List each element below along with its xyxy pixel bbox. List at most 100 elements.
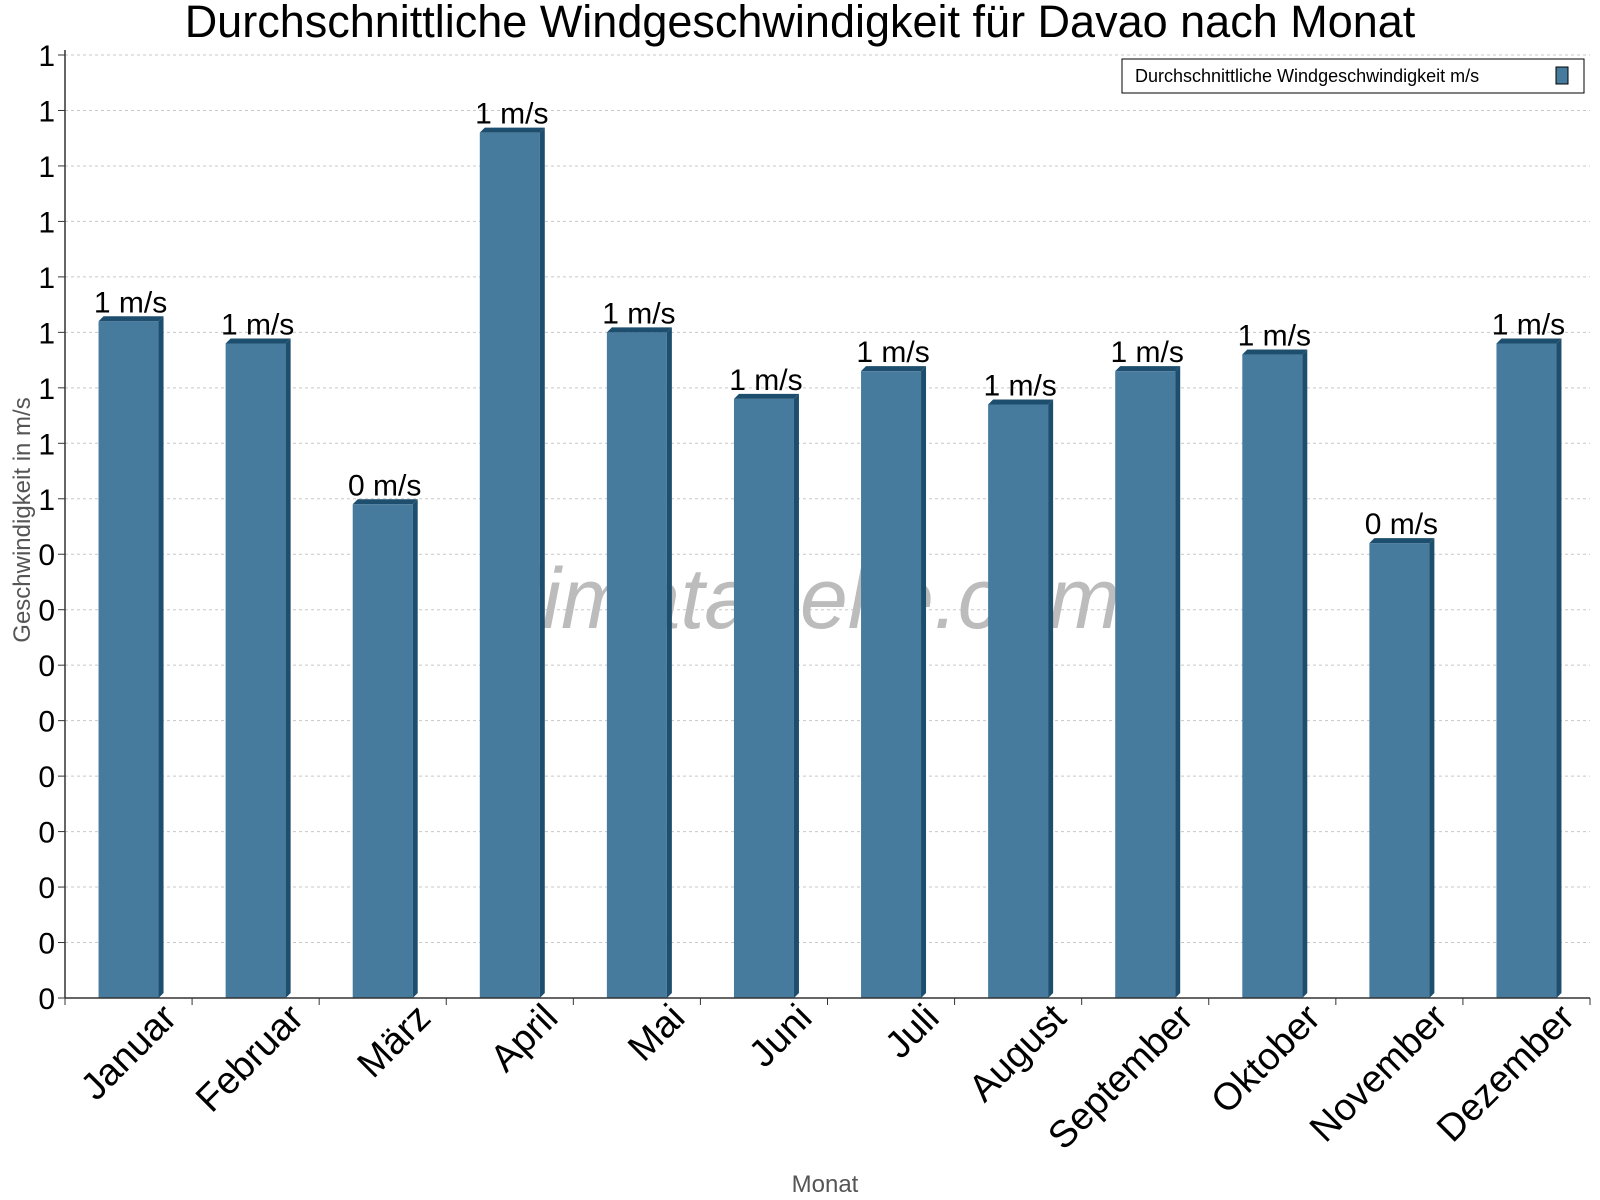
x-tick-label: Mai [620, 997, 693, 1070]
bar-top [1242, 349, 1308, 355]
bar-side [1429, 538, 1435, 998]
x-tick-label: August [961, 996, 1075, 1110]
y-tick-label: 0 [38, 539, 55, 572]
x-tick-label: Dezember [1429, 996, 1583, 1150]
y-tick-label: 0 [38, 595, 55, 628]
bar-top [733, 393, 799, 399]
data-label: 1 m/s [94, 286, 167, 319]
axes [58, 50, 1591, 1005]
bar-august [988, 399, 1054, 998]
y-axis-label: Geschwindigkeit in m/s [9, 397, 36, 642]
bar-februar [225, 338, 291, 999]
bar-september [1115, 366, 1181, 998]
bar-front [861, 371, 922, 998]
data-label: 0 m/s [1365, 508, 1438, 541]
legend-box [1121, 58, 1585, 94]
y-tick-label: 1 [38, 317, 55, 350]
bar-side [1175, 366, 1181, 998]
bar-top [988, 399, 1054, 405]
data-label: 1 m/s [1111, 336, 1184, 369]
y-tick-label: 0 [38, 650, 55, 683]
y-tick-labels: 0 0 0 0 0 0 0 0 0 1 1 1 1 1 1 1 1 1 [38, 40, 55, 1016]
bar-front [1496, 343, 1557, 999]
y-tick-label: 1 [38, 206, 55, 239]
bar-side [158, 316, 164, 999]
data-label: 1 m/s [729, 364, 802, 397]
bar-front [988, 404, 1049, 998]
y-tick-label: 0 [38, 761, 55, 794]
chart-title: Durchschnittliche Windgeschwindigkeit fü… [185, 0, 1416, 47]
x-tick-label: Oktober [1203, 996, 1329, 1122]
bar-top [1369, 538, 1435, 544]
bar-top [479, 127, 545, 133]
bar-side [666, 327, 672, 999]
bar-side [1302, 349, 1308, 999]
y-tick-label: 0 [38, 872, 55, 905]
bar-november [1369, 538, 1435, 998]
x-tick-label: April [483, 997, 566, 1080]
data-label: 0 m/s [348, 469, 421, 502]
bar-side [285, 338, 291, 999]
bar-front [606, 332, 667, 999]
data-label: 1 m/s [1492, 308, 1565, 341]
y-tick-label: 1 [38, 151, 55, 184]
legend-label: Durchschnittliche Windgeschwindigkeit m/… [1135, 66, 1479, 86]
legend-swatch [1555, 66, 1569, 85]
y-tick-label: 1 [38, 262, 55, 295]
bar-front [225, 343, 286, 999]
bar-side [1556, 338, 1562, 999]
x-tick-label: Juni [741, 997, 820, 1076]
y-tick-label: 1 [38, 95, 55, 128]
bar-side [539, 127, 545, 999]
bar-front [1369, 543, 1430, 998]
data-label: 1 m/s [602, 297, 675, 330]
x-tick-label: März [350, 997, 439, 1086]
bar-side [412, 499, 418, 998]
bar-juni [733, 393, 799, 999]
bar-mai [606, 327, 672, 999]
bar-side [921, 366, 927, 998]
x-tick-label: Juli [877, 997, 947, 1067]
bar-front [1242, 354, 1303, 999]
bar-front [1115, 371, 1176, 998]
bar-oktober [1242, 349, 1308, 999]
y-tick-label: 0 [38, 706, 55, 739]
data-label: 1 m/s [856, 336, 929, 369]
bar-top [225, 338, 291, 344]
y-tick-label: 1 [38, 40, 55, 73]
x-tick-label: Februar [188, 996, 312, 1120]
data-label: 1 m/s [221, 308, 294, 341]
data-labels: 1 m/s 1 m/s 0 m/s 1 m/s 1 m/s 1 m/s 1 m/s 1 m/s… [94, 98, 1565, 541]
x-tick-labels: Januar Februar März April Mai Juni Juli AugustS… [73, 996, 1583, 1157]
bar-top [352, 499, 418, 505]
bar-dezember [1496, 338, 1562, 999]
bars [98, 127, 1562, 999]
bar-front [479, 132, 540, 999]
bar-januar [98, 316, 164, 999]
y-tick-label: 1 [38, 484, 55, 517]
bar-front [352, 504, 413, 998]
y-tick-label: 0 [38, 928, 55, 961]
bar-top [1496, 338, 1562, 344]
data-label: 1 m/s [1238, 320, 1311, 353]
bar-side [1048, 399, 1054, 998]
bar-top [861, 366, 927, 372]
bar-front [98, 321, 159, 999]
x-tick-label: Januar [73, 996, 185, 1108]
bar-top [98, 316, 164, 322]
bar-juli [861, 366, 927, 998]
legend: Durchschnittliche Windgeschwindigkeit m/… [1121, 58, 1585, 94]
bar-top [1115, 366, 1181, 372]
bar-front [733, 398, 794, 999]
bar-side [793, 393, 799, 999]
y-tick-label: 1 [38, 428, 55, 461]
y-tick-label: 1 [38, 373, 55, 406]
bar-märz [352, 499, 418, 998]
x-axis-label: Monat [792, 1171, 859, 1198]
data-label: 1 m/s [983, 369, 1056, 402]
bar-april [479, 127, 545, 999]
data-label: 1 m/s [475, 98, 548, 131]
y-tick-label: 0 [38, 817, 55, 850]
grid-lines [65, 54, 1590, 944]
